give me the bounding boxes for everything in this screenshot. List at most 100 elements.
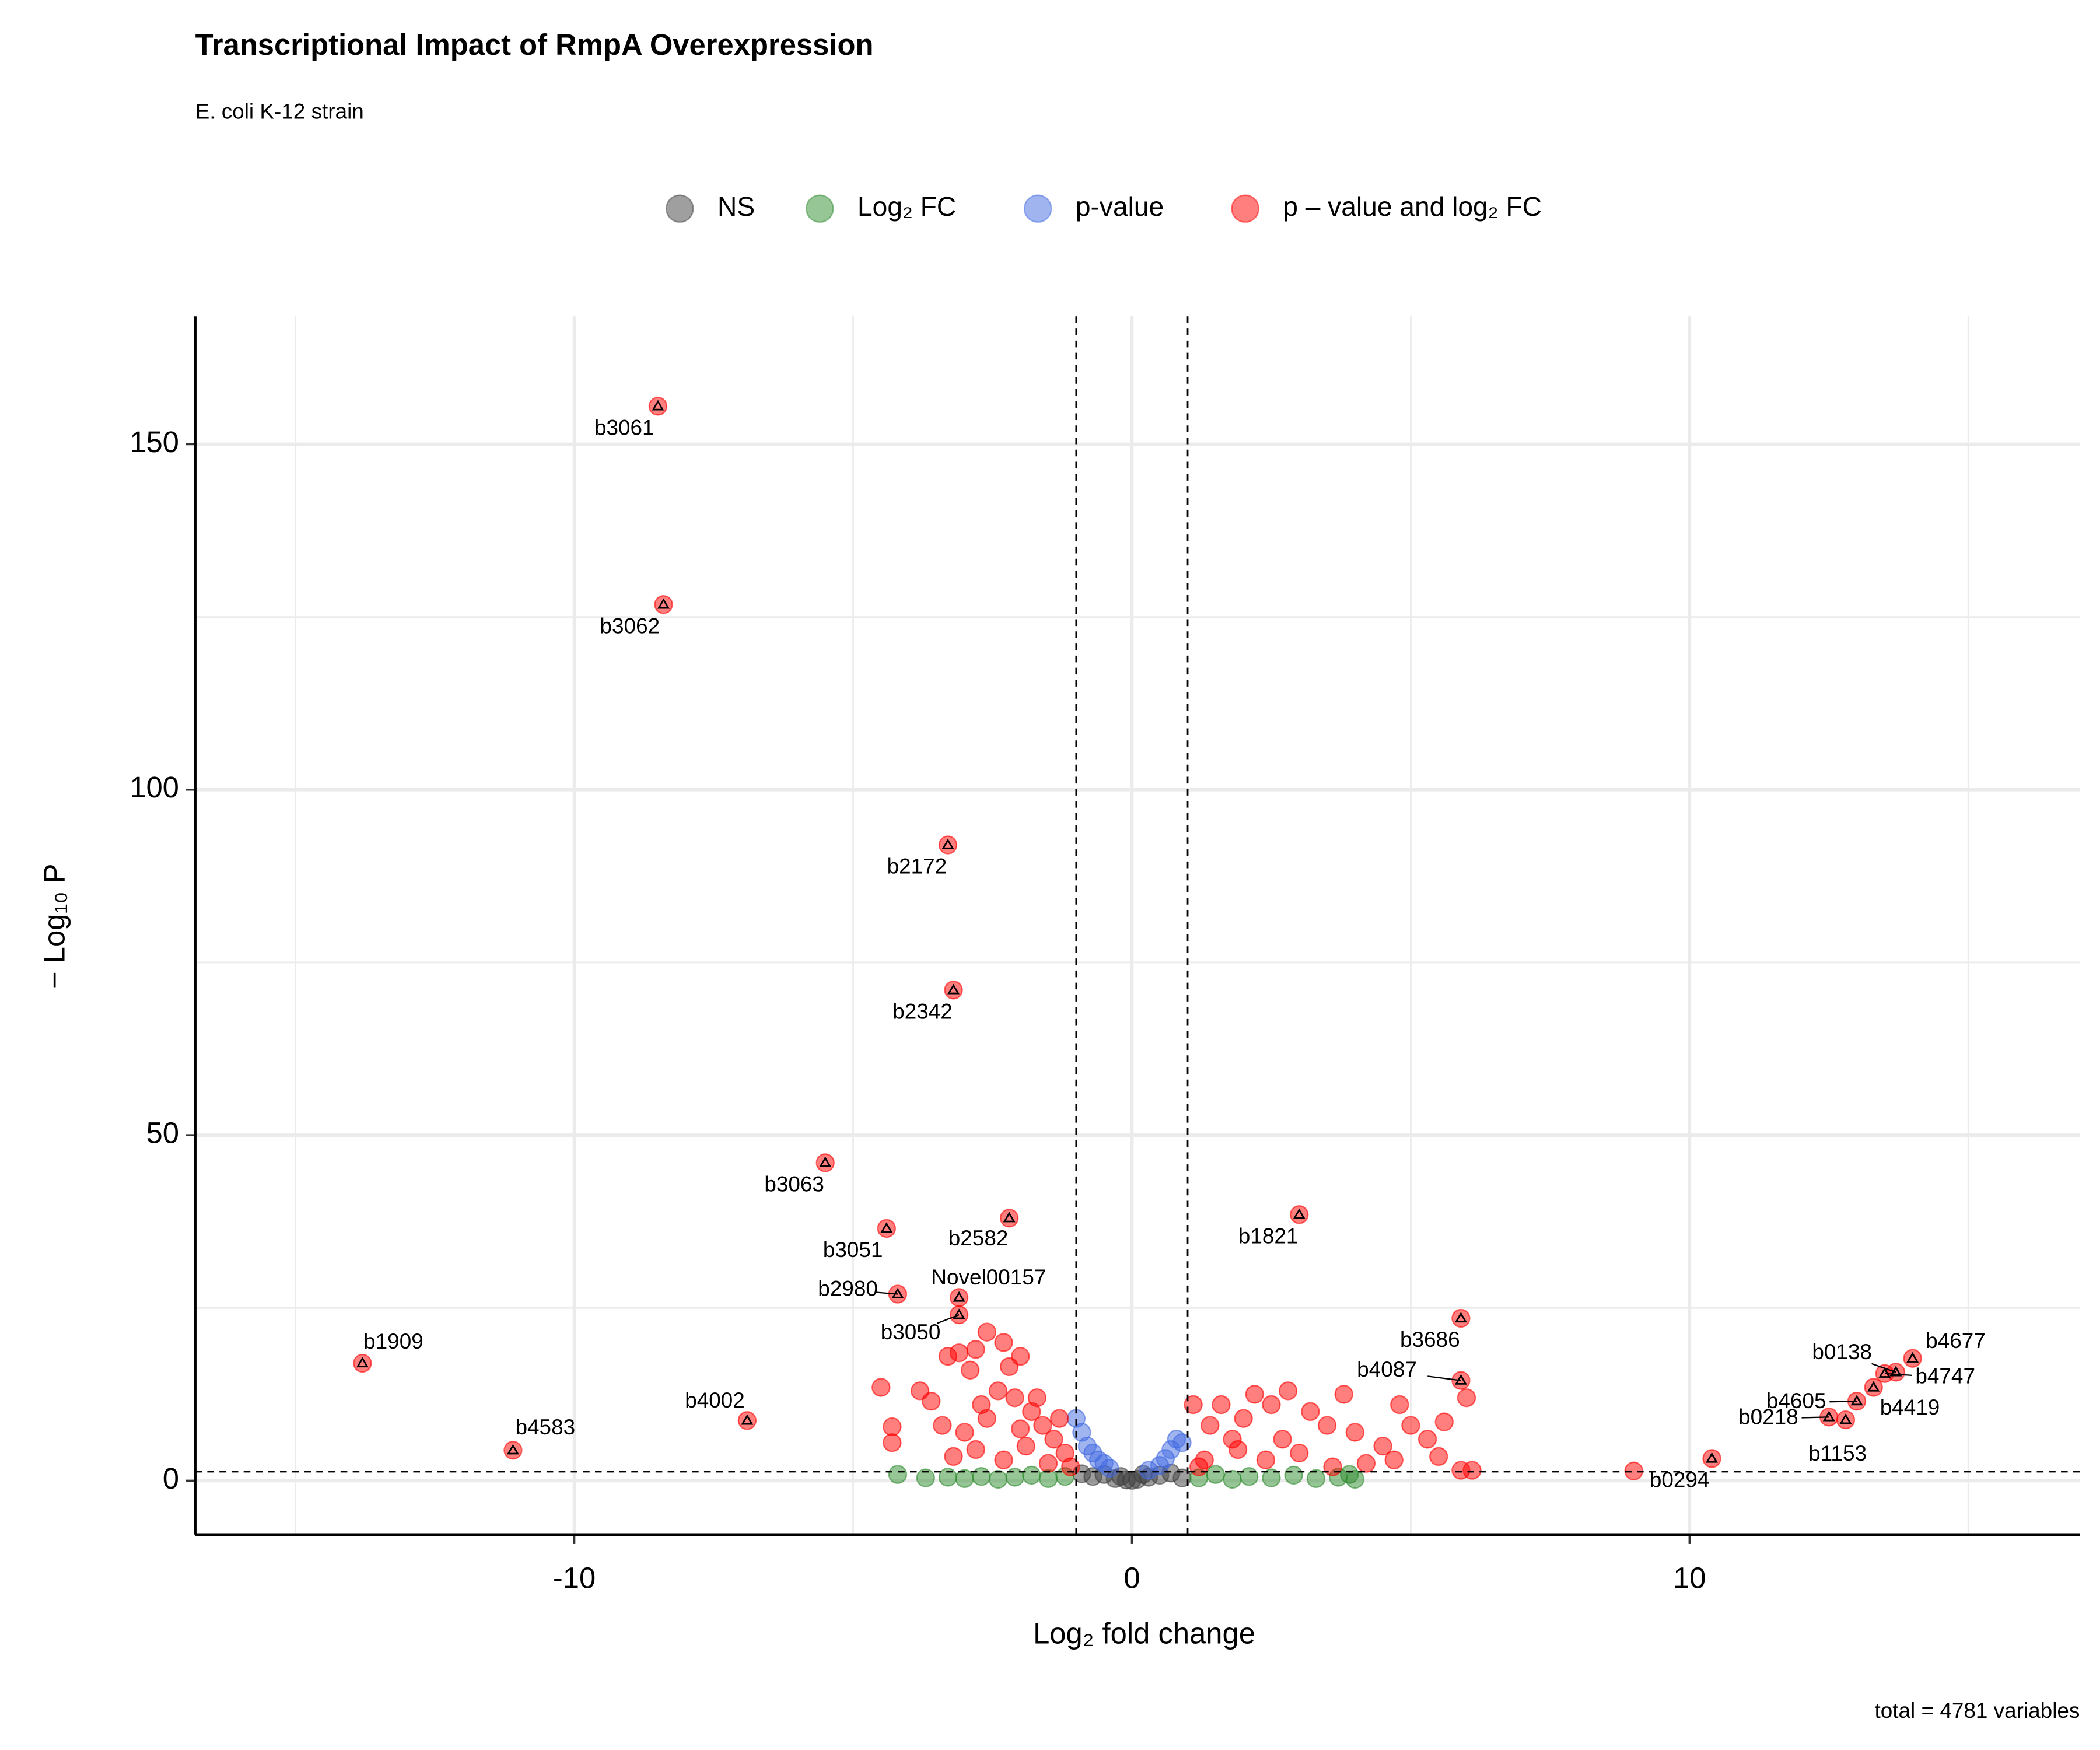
point bbox=[972, 1395, 991, 1415]
label-pointer bbox=[741, 1414, 754, 1425]
point bbox=[1836, 1410, 1856, 1430]
point-label: b3062 bbox=[600, 614, 660, 638]
point-label: b4747 bbox=[1915, 1364, 1975, 1388]
label-pointer bbox=[1454, 1312, 1467, 1323]
point-label: b2342 bbox=[892, 999, 953, 1023]
point-label: b0138 bbox=[1812, 1340, 1872, 1364]
legend-swatch bbox=[1231, 194, 1259, 223]
point bbox=[1323, 1457, 1342, 1476]
point bbox=[1290, 1443, 1309, 1463]
point bbox=[1044, 1430, 1063, 1449]
point-label: b2980 bbox=[818, 1276, 878, 1300]
label-pointer bbox=[1906, 1352, 1919, 1363]
legend-swatch bbox=[666, 194, 694, 223]
point bbox=[966, 1340, 985, 1359]
point-label: b4002 bbox=[685, 1388, 745, 1412]
point bbox=[1061, 1457, 1080, 1476]
point bbox=[1401, 1416, 1420, 1435]
label-connector bbox=[1427, 1376, 1461, 1381]
label-pointer bbox=[506, 1444, 519, 1455]
point bbox=[994, 1450, 1013, 1469]
label-pointer bbox=[1706, 1452, 1718, 1463]
point bbox=[1223, 1469, 1242, 1489]
point-label: b2172 bbox=[887, 855, 947, 878]
point bbox=[1005, 1388, 1024, 1408]
point bbox=[1317, 1416, 1337, 1435]
point-label: b1153 bbox=[1808, 1441, 1867, 1465]
point bbox=[1262, 1468, 1281, 1488]
point bbox=[654, 595, 673, 614]
point-label: b4087 bbox=[1357, 1357, 1417, 1381]
point bbox=[1418, 1430, 1437, 1449]
point bbox=[1256, 1450, 1275, 1469]
label-pointer bbox=[356, 1357, 369, 1368]
point bbox=[1184, 1395, 1203, 1415]
legend-swatch bbox=[806, 194, 834, 223]
point bbox=[1384, 1450, 1404, 1469]
point bbox=[1245, 1385, 1264, 1404]
point bbox=[994, 1333, 1013, 1352]
point bbox=[1301, 1402, 1320, 1422]
label-pointer bbox=[1293, 1208, 1306, 1219]
label-pointer bbox=[1822, 1410, 1835, 1422]
point bbox=[1284, 1465, 1303, 1485]
label-pointer bbox=[1867, 1381, 1880, 1392]
point bbox=[737, 1411, 757, 1430]
label-pointer bbox=[819, 1156, 832, 1167]
point bbox=[1200, 1416, 1220, 1435]
point bbox=[816, 1153, 835, 1172]
caption: total = 4781 variables bbox=[1875, 1699, 2080, 1723]
point bbox=[872, 1378, 891, 1397]
label-pointer bbox=[1850, 1395, 1863, 1406]
label-pointer bbox=[947, 984, 960, 995]
legend-label: NS bbox=[718, 191, 755, 222]
point bbox=[1262, 1395, 1281, 1415]
point bbox=[1390, 1395, 1409, 1415]
point bbox=[888, 1465, 908, 1484]
label-connector bbox=[1884, 1373, 1912, 1377]
point bbox=[1306, 1469, 1326, 1488]
point bbox=[1228, 1440, 1248, 1460]
label-pointer bbox=[953, 1308, 965, 1320]
point bbox=[353, 1353, 372, 1373]
point bbox=[1334, 1385, 1353, 1404]
point bbox=[1451, 1461, 1471, 1480]
y-tick-label: 150 bbox=[130, 425, 179, 459]
point bbox=[1022, 1465, 1041, 1485]
point bbox=[988, 1469, 1008, 1489]
x-tick-label: -10 bbox=[553, 1562, 596, 1595]
point bbox=[938, 835, 958, 855]
point bbox=[1273, 1430, 1292, 1449]
point bbox=[1290, 1205, 1309, 1224]
point bbox=[1240, 1467, 1259, 1486]
label-connector bbox=[1871, 1363, 1896, 1373]
point-label: b2582 bbox=[949, 1226, 1009, 1250]
point bbox=[966, 1440, 985, 1460]
point bbox=[1027, 1388, 1047, 1408]
point bbox=[944, 981, 963, 1000]
label-connector bbox=[875, 1292, 898, 1295]
x-tick-label: 0 bbox=[1124, 1562, 1140, 1595]
point-label: Novel00157 bbox=[931, 1265, 1046, 1289]
point-label: b1821 bbox=[1238, 1224, 1298, 1248]
label-connector bbox=[1829, 1400, 1857, 1403]
chart-subtitle: E. coli K-12 strain bbox=[195, 100, 364, 124]
point bbox=[1702, 1449, 1721, 1468]
y-tick-label: 0 bbox=[163, 1462, 179, 1495]
point bbox=[1451, 1308, 1471, 1328]
point bbox=[883, 1417, 902, 1437]
point bbox=[883, 1433, 902, 1452]
x-tick-label: 10 bbox=[1673, 1562, 1706, 1595]
point-label: b3051 bbox=[823, 1238, 883, 1262]
legend-label: p – value and log₂ FC bbox=[1283, 191, 1542, 222]
point bbox=[877, 1219, 897, 1238]
point bbox=[1033, 1416, 1052, 1435]
point-label: b1909 bbox=[363, 1329, 424, 1353]
point bbox=[1100, 1458, 1119, 1478]
point bbox=[988, 1381, 1008, 1401]
point-label: b3061 bbox=[594, 415, 654, 439]
label-pointer bbox=[880, 1222, 893, 1233]
point bbox=[1457, 1388, 1476, 1408]
point bbox=[1434, 1412, 1454, 1432]
